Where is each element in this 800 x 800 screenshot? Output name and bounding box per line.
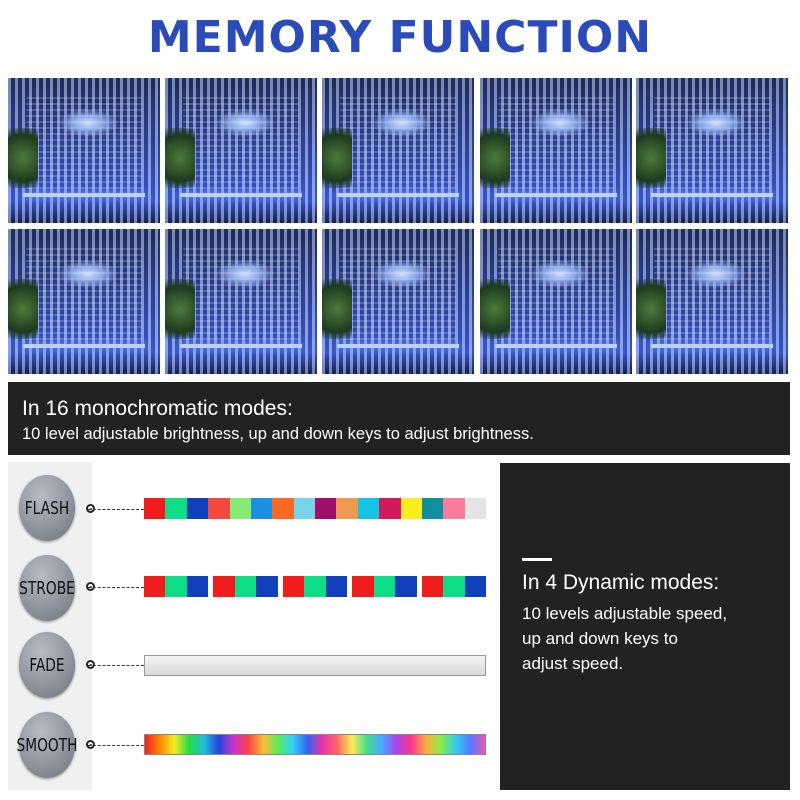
color-swatch <box>443 498 465 519</box>
color-swatch <box>315 498 337 519</box>
plant <box>165 128 195 188</box>
strobe-group <box>213 576 278 597</box>
connector-dot <box>86 660 95 669</box>
strobe-group <box>282 576 348 597</box>
fade-button[interactable]: FADE <box>18 632 76 698</box>
color-swatch <box>208 498 230 519</box>
aquarium-photo <box>322 78 474 223</box>
connector-dot <box>86 504 95 513</box>
monochromatic-description: 10 level adjustable brightness, up and d… <box>22 425 534 443</box>
plant <box>165 279 195 339</box>
dynamic-line: up and down keys to <box>522 629 678 648</box>
color-swatch <box>357 498 380 519</box>
color-swatch <box>282 576 305 597</box>
color-swatch <box>336 498 358 519</box>
dynamic-description: 10 levels adjustable speed, up and down … <box>522 601 782 676</box>
color-swatch <box>325 576 348 597</box>
color-swatch <box>293 498 315 519</box>
aquarium-photo <box>8 229 160 374</box>
color-swatch <box>256 576 278 597</box>
aquarium-photo <box>480 229 632 374</box>
accent-divider <box>522 558 552 561</box>
color-swatch <box>144 576 166 597</box>
connector-line <box>88 587 144 588</box>
flash-button[interactable]: FLASH <box>18 475 76 541</box>
strobe-button[interactable]: STROBE <box>18 555 76 621</box>
color-swatch <box>250 498 273 519</box>
color-swatch <box>379 498 401 519</box>
aquarium-photo <box>636 78 788 223</box>
dynamic-line: 10 levels adjustable speed, <box>522 604 728 623</box>
strobe-color-bar <box>144 576 487 597</box>
color-swatch <box>464 498 486 519</box>
plant <box>8 279 38 339</box>
color-swatch <box>213 576 235 597</box>
plant <box>322 128 352 188</box>
aquarium-photo <box>165 78 317 223</box>
plant <box>8 128 38 188</box>
aquarium-photo <box>8 78 160 223</box>
smooth-color-bar <box>144 734 486 755</box>
color-swatch <box>304 576 326 597</box>
strobe-group <box>421 576 487 597</box>
color-swatch <box>272 498 294 519</box>
plant <box>480 128 510 188</box>
plant <box>636 128 666 188</box>
connector-line <box>88 745 144 746</box>
color-swatch <box>229 498 251 519</box>
connector-line <box>88 509 144 510</box>
color-swatch <box>234 576 257 597</box>
monochromatic-heading: In 16 monochromatic modes: <box>22 397 293 420</box>
strobe-group <box>144 576 209 597</box>
dynamic-heading: In 4 Dynamic modes: <box>522 571 720 594</box>
color-swatch <box>186 498 209 519</box>
dynamic-line: adjust speed. <box>522 654 624 673</box>
color-swatch <box>395 576 417 597</box>
strobe-group <box>352 576 417 597</box>
aquarium-photo <box>480 78 632 223</box>
color-swatch <box>186 576 209 597</box>
plant <box>480 279 510 339</box>
color-swatch <box>165 576 187 597</box>
monochromatic-info-band <box>8 382 790 455</box>
color-swatch <box>443 576 465 597</box>
color-swatch <box>373 576 396 597</box>
color-swatch <box>352 576 374 597</box>
plant <box>322 279 352 339</box>
page-title: MEMORY FUNCTION <box>147 12 653 63</box>
aquarium-photo <box>636 229 788 374</box>
color-swatch <box>400 498 422 519</box>
smooth-button[interactable]: SMOOTH <box>16 712 78 778</box>
flash-color-bar <box>144 498 486 519</box>
connector-dot <box>86 740 95 749</box>
color-swatch <box>165 498 187 519</box>
aquarium-photo <box>322 229 474 374</box>
connector-dot <box>86 582 95 591</box>
color-swatch <box>144 498 166 519</box>
color-swatch <box>464 576 487 597</box>
fade-color-bar <box>144 655 486 676</box>
aquarium-photo <box>165 229 317 374</box>
color-swatch <box>421 498 444 519</box>
dynamic-modes-panel: In 4 Dynamic modes: 10 levels adjustable… <box>500 463 790 790</box>
connector-line <box>88 665 144 666</box>
plant <box>636 279 666 339</box>
color-swatch <box>421 576 444 597</box>
